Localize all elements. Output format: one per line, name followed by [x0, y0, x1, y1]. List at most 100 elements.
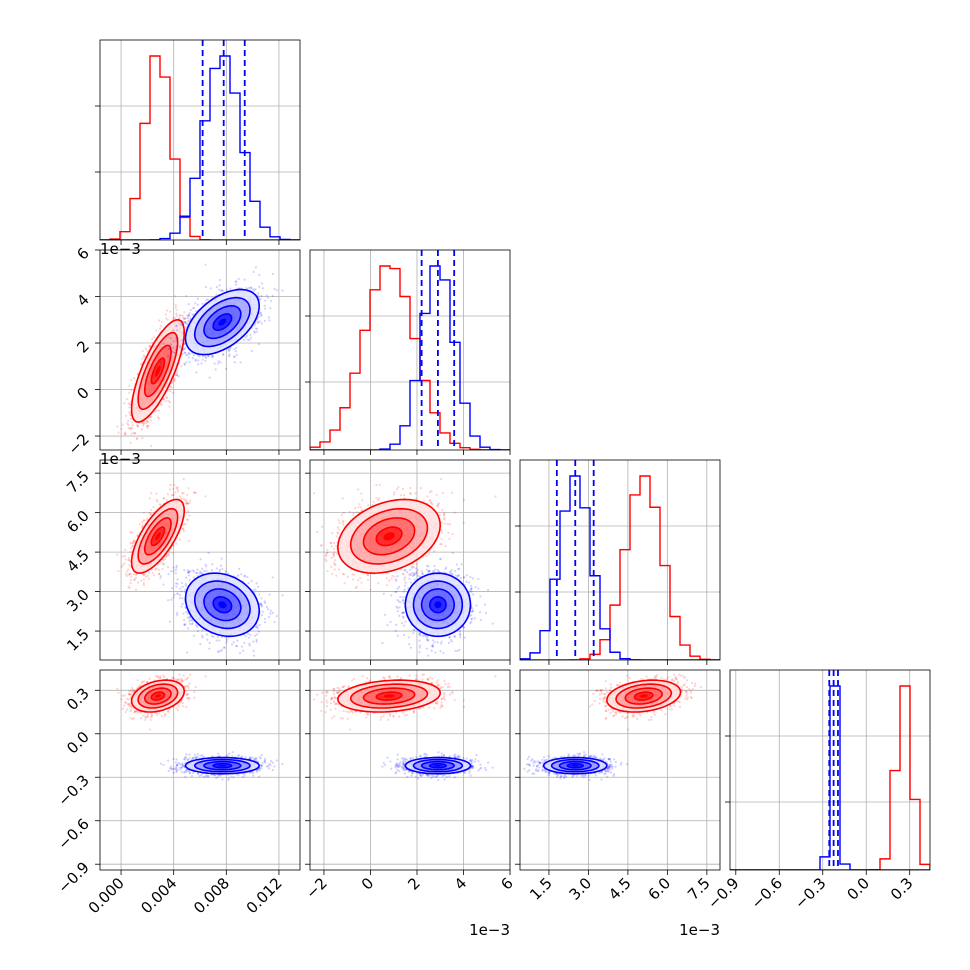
contour-blue — [404, 572, 472, 638]
x-tick-label: 0.000 — [85, 874, 128, 917]
contour-blue — [184, 288, 261, 356]
contour-red — [375, 691, 403, 701]
contour-blue — [212, 762, 233, 769]
panel-2-2 — [515, 459, 721, 665]
panel-frame — [519, 459, 721, 661]
x-tick-label: −2 — [302, 874, 330, 902]
contour-blue — [184, 572, 260, 638]
y-tick-label: 0 — [73, 384, 92, 403]
panel-frame — [99, 39, 301, 241]
panel-frame — [309, 669, 511, 871]
y-tick-label: −2 — [64, 430, 92, 458]
contour-blue — [218, 318, 227, 326]
y-tick-label: 6.0 — [63, 507, 93, 537]
contour-blue — [412, 758, 464, 773]
contour-blue — [203, 305, 242, 340]
contour-red — [375, 526, 403, 547]
histogram-red — [100, 55, 300, 240]
contour-red — [633, 691, 654, 701]
contour-blue — [420, 588, 456, 622]
contour-blue — [212, 313, 233, 331]
y-tick-label: 0.0 — [63, 728, 93, 758]
x-offset-text: 1e−3 — [469, 921, 510, 939]
contour-blue — [420, 760, 456, 771]
contour-red — [137, 683, 179, 709]
contour-blue — [558, 760, 592, 771]
contour-blue — [566, 762, 585, 769]
contour-red — [150, 357, 166, 385]
contour-red — [137, 331, 179, 411]
contour-red — [624, 687, 663, 705]
x-offset-text: 1e−3 — [679, 921, 720, 939]
contour-red — [383, 694, 395, 698]
contour-red — [383, 532, 395, 541]
y-tick-label: 7.5 — [63, 467, 93, 497]
panel-0-2: 1.5 3.0 4.5 6.0 7.5 — [63, 459, 301, 665]
y-tick-label: 1.5 — [63, 625, 93, 655]
contour-red — [130, 318, 186, 423]
contour-red — [155, 365, 161, 377]
contour-red — [615, 683, 673, 709]
contour-blue — [434, 764, 442, 767]
y-tick-label: 4 — [73, 291, 92, 310]
panel-2-3: 1.5 3.0 4.5 6.0 7.5 — [515, 669, 721, 904]
contour-blue — [404, 756, 472, 775]
contour-blue — [184, 756, 261, 775]
panel-frame — [99, 669, 301, 871]
panel-3-3: −0.9 −0.6 −0.3 0.0 0.3 — [704, 669, 931, 913]
y-offset-text: 1e−3 — [100, 450, 141, 468]
panel-1-1 — [305, 249, 511, 455]
contour-red — [337, 679, 442, 713]
x-tick-label: 0.004 — [137, 874, 180, 917]
panel-0-1: −2 0 2 4 6 — [64, 244, 301, 459]
panel-0-3: 0.000 0.004 0.008 0.012 −0.9 −0.6 −0.3 0.0 0.3 — [54, 669, 301, 917]
contour-blue — [194, 580, 251, 630]
contour-blue — [203, 588, 242, 622]
histogram-red — [520, 475, 720, 660]
contour-red — [150, 526, 166, 547]
x-tick-label: −0.9 — [704, 874, 742, 912]
y-tick-label: −0.9 — [54, 858, 92, 896]
y-tick-label: −0.3 — [54, 771, 92, 809]
panel-1-2 — [305, 459, 511, 665]
contour-red — [639, 694, 648, 698]
contour-red — [143, 517, 172, 556]
y-tick-label: −0.6 — [54, 815, 92, 853]
x-tick-label: −0.6 — [748, 874, 786, 912]
contour-red — [130, 679, 186, 713]
panel-frame — [519, 669, 721, 871]
contour-red — [150, 691, 166, 701]
contour-red — [606, 679, 682, 713]
panel-frame — [99, 459, 301, 661]
contour-blue — [429, 762, 447, 769]
x-tick-label: 0.008 — [190, 874, 233, 917]
contour-red — [337, 498, 442, 575]
contour-red — [143, 344, 172, 398]
contour-blue — [542, 756, 608, 775]
x-tick-label: 2 — [404, 874, 423, 893]
contour-blue — [218, 601, 227, 609]
contour-blue — [203, 760, 242, 771]
x-tick-label: 0.3 — [887, 874, 917, 904]
contour-blue — [218, 764, 227, 767]
y-tick-label: 2 — [73, 337, 92, 356]
panel-frame — [309, 459, 511, 661]
contour-red — [349, 507, 429, 565]
x-tick-label: 0 — [358, 874, 377, 893]
panel-frame — [729, 669, 931, 871]
y-tick-label: 0.3 — [63, 684, 93, 714]
contour-blue — [571, 764, 579, 767]
contour-red — [362, 687, 416, 705]
contour-blue — [550, 758, 600, 773]
panel-frame — [99, 249, 301, 451]
contour-red — [130, 498, 185, 574]
y-tick-label: 4.5 — [63, 546, 93, 576]
panel-1-3: −2 0 2 4 6 — [302, 669, 517, 902]
y-offset-text: 1e−3 — [100, 240, 141, 258]
contour-blue — [212, 596, 233, 614]
x-tick-label: 4.5 — [605, 874, 635, 904]
contour-blue — [429, 595, 447, 614]
panel-0-0 — [95, 39, 301, 245]
histogram-blue — [520, 475, 720, 660]
